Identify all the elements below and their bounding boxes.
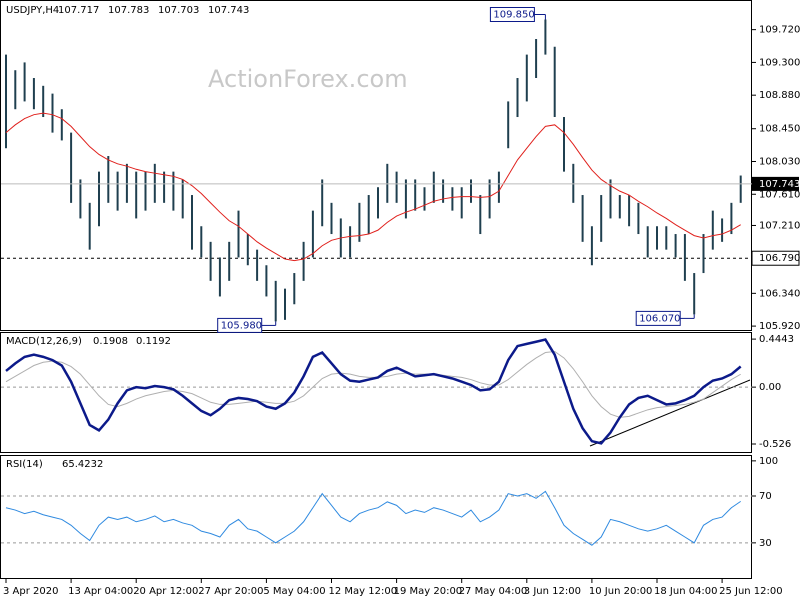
annotation-box <box>489 7 535 23</box>
close-label: 107.743 <box>759 179 800 190</box>
y-tick-label: 108.450 <box>759 124 800 135</box>
y-tick-label: 30 <box>759 538 772 549</box>
indicator-value: 0.1192 <box>136 336 171 347</box>
y-tick-label: 70 <box>759 491 772 502</box>
x-tick-label: 20 Apr 12:00 <box>133 586 198 597</box>
x-tick-label: 3 Jun 12:00 <box>524 586 581 597</box>
header-open: 107.717 <box>58 5 99 16</box>
trend-line <box>589 379 751 447</box>
annotation-label: 105.980 <box>221 320 262 331</box>
y-tick-label: 108.030 <box>759 156 800 167</box>
moving-average <box>5 112 741 262</box>
x-tick-label: 12 May 12:00 <box>329 586 398 597</box>
y-tick-label: 107.210 <box>759 220 800 231</box>
y-tick-label: -0.526 <box>759 439 791 450</box>
x-tick-label: 13 Apr 04:00 <box>68 586 133 597</box>
header-low: 107.703 <box>158 5 199 16</box>
y-tick-label: 100 <box>759 456 778 467</box>
rsi-panel <box>0 455 752 579</box>
x-tick-label: 3 Apr 2020 <box>3 586 58 597</box>
level-box <box>751 250 800 266</box>
close-box <box>752 176 799 191</box>
y-tick-label: 0.4443 <box>759 334 794 345</box>
annotation-box <box>217 317 263 333</box>
x-tick-label: 5 May 04:00 <box>263 586 325 597</box>
watermark: ActionForex.com <box>208 65 408 93</box>
indicator-title: RSI(14) <box>6 459 43 470</box>
y-tick-label: 0.00 <box>759 382 781 393</box>
x-tick-label: 27 May 04:00 <box>459 586 528 597</box>
x-tick-label: 10 Jun 20:00 <box>589 586 653 597</box>
header-close: 107.743 <box>208 5 249 16</box>
y-tick-label: 106.340 <box>759 288 800 299</box>
y-tick-label: 109.720 <box>759 25 800 36</box>
indicator-line <box>5 490 741 546</box>
annotation-label: 109.850 <box>493 10 534 21</box>
x-tick-label: 27 Apr 20:00 <box>198 586 263 597</box>
header-symbol: USDJPY,H4 <box>6 5 59 16</box>
annotation-label: 106.070 <box>639 313 680 324</box>
y-tick-label: 105.920 <box>759 321 800 332</box>
y-tick-label: 109.300 <box>759 57 800 68</box>
level-label: 106.790 <box>759 253 800 264</box>
annotation-box <box>635 310 681 326</box>
y-tick-label: 107.610 <box>759 189 800 200</box>
indicator-line <box>5 338 742 445</box>
price-panel <box>0 0 752 331</box>
macd-panel <box>0 332 752 453</box>
x-tick-label: 25 Jun 12:00 <box>719 586 783 597</box>
indicator-title: MACD(12,26,9) <box>6 336 82 347</box>
indicator-value: 65.4232 <box>62 459 103 470</box>
x-tick-label: 18 Jun 04:00 <box>654 586 718 597</box>
y-tick-label: 108.880 <box>759 90 800 101</box>
x-tick-label: 19 May 20:00 <box>394 586 463 597</box>
indicator-value: 0.1908 <box>93 336 128 347</box>
header-high: 107.783 <box>108 5 149 16</box>
